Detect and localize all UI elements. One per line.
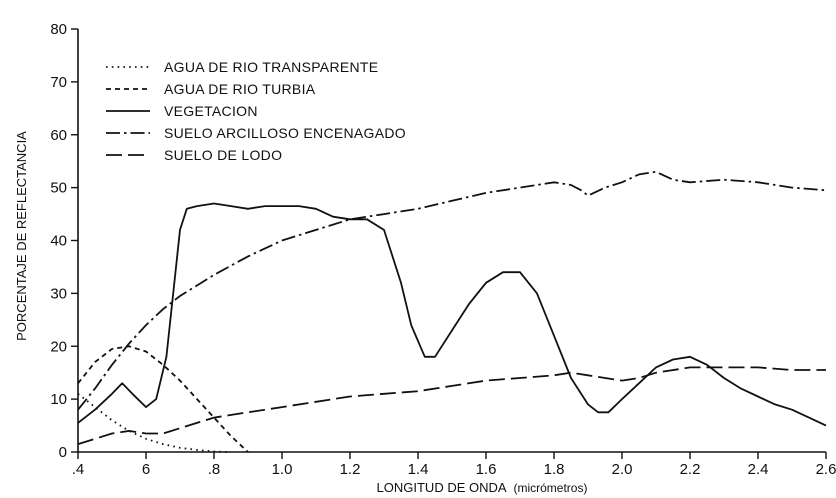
x-tick-label: 1.6 <box>476 461 497 478</box>
x-tick-label: 1.0 <box>272 461 293 478</box>
x-tick-label: 1.4 <box>408 461 429 478</box>
y-tick-label: 60 <box>50 127 67 144</box>
x-tick-label: .8 <box>208 461 221 478</box>
legend-label-vegetacion: VEGETACION <box>164 103 258 119</box>
y-tick-label: 20 <box>50 338 67 355</box>
x-tick-label: 2.0 <box>612 461 633 478</box>
y-tick-label: 10 <box>50 391 67 408</box>
x-tick-label: 1.8 <box>544 461 565 478</box>
x-tick-label: 2.6 <box>816 461 836 478</box>
legend-label-suelo-de-lodo: SUELO DE LODO <box>164 147 282 163</box>
y-tick-label: 30 <box>50 285 67 302</box>
x-axis-label: LONGITUD DE ONDA (micrómetros) <box>377 480 588 495</box>
series-line-suelo-arcilloso-encenagado <box>77 170 827 411</box>
legend-label-agua-de-rio-turbia: AGUA DE RIO TURBIA <box>164 81 316 97</box>
series-line-vegetacion <box>77 202 827 427</box>
x-tick-label: 1.2 <box>340 461 361 478</box>
y-tick-label: 40 <box>50 233 67 250</box>
x-ticks: .4 6 .8 1.0 1.2 1.4 1.6 1.8 2.0 2.2 2.4 2.6 <box>72 452 836 478</box>
y-axis-label: PORCENTAJE DE REFLECTANCIA <box>14 131 29 341</box>
y-tick-label: 80 <box>50 21 67 38</box>
legend-label-agua-de-rio-transparente: AGUA DE RIO TRANSPARENTE <box>164 59 378 75</box>
x-tick-label: 2.4 <box>748 461 769 478</box>
x-tick-label: 2.2 <box>680 461 701 478</box>
series-line-suelo-de-lodo <box>77 366 826 445</box>
x-tick-label: 6 <box>142 461 150 478</box>
y-tick-label: 70 <box>50 74 67 91</box>
series-lines <box>77 170 827 453</box>
legend: AGUA DE RIO TRANSPARENTE AGUA DE RIO TURB… <box>106 59 406 163</box>
legend-label-suelo-arcilloso-encenagado: SUELO ARCILLOSO ENCENAGADO <box>164 125 406 141</box>
y-ticks: 0 10 20 30 40 50 60 70 80 <box>50 21 78 461</box>
x-tick-label: .4 <box>72 461 85 478</box>
x-axis-label-unit: (micrómetros) <box>513 481 587 495</box>
y-tick-label: 50 <box>50 180 67 197</box>
y-tick-label: 0 <box>59 444 67 461</box>
x-axis-label-main: LONGITUD DE ONDA <box>377 480 507 495</box>
